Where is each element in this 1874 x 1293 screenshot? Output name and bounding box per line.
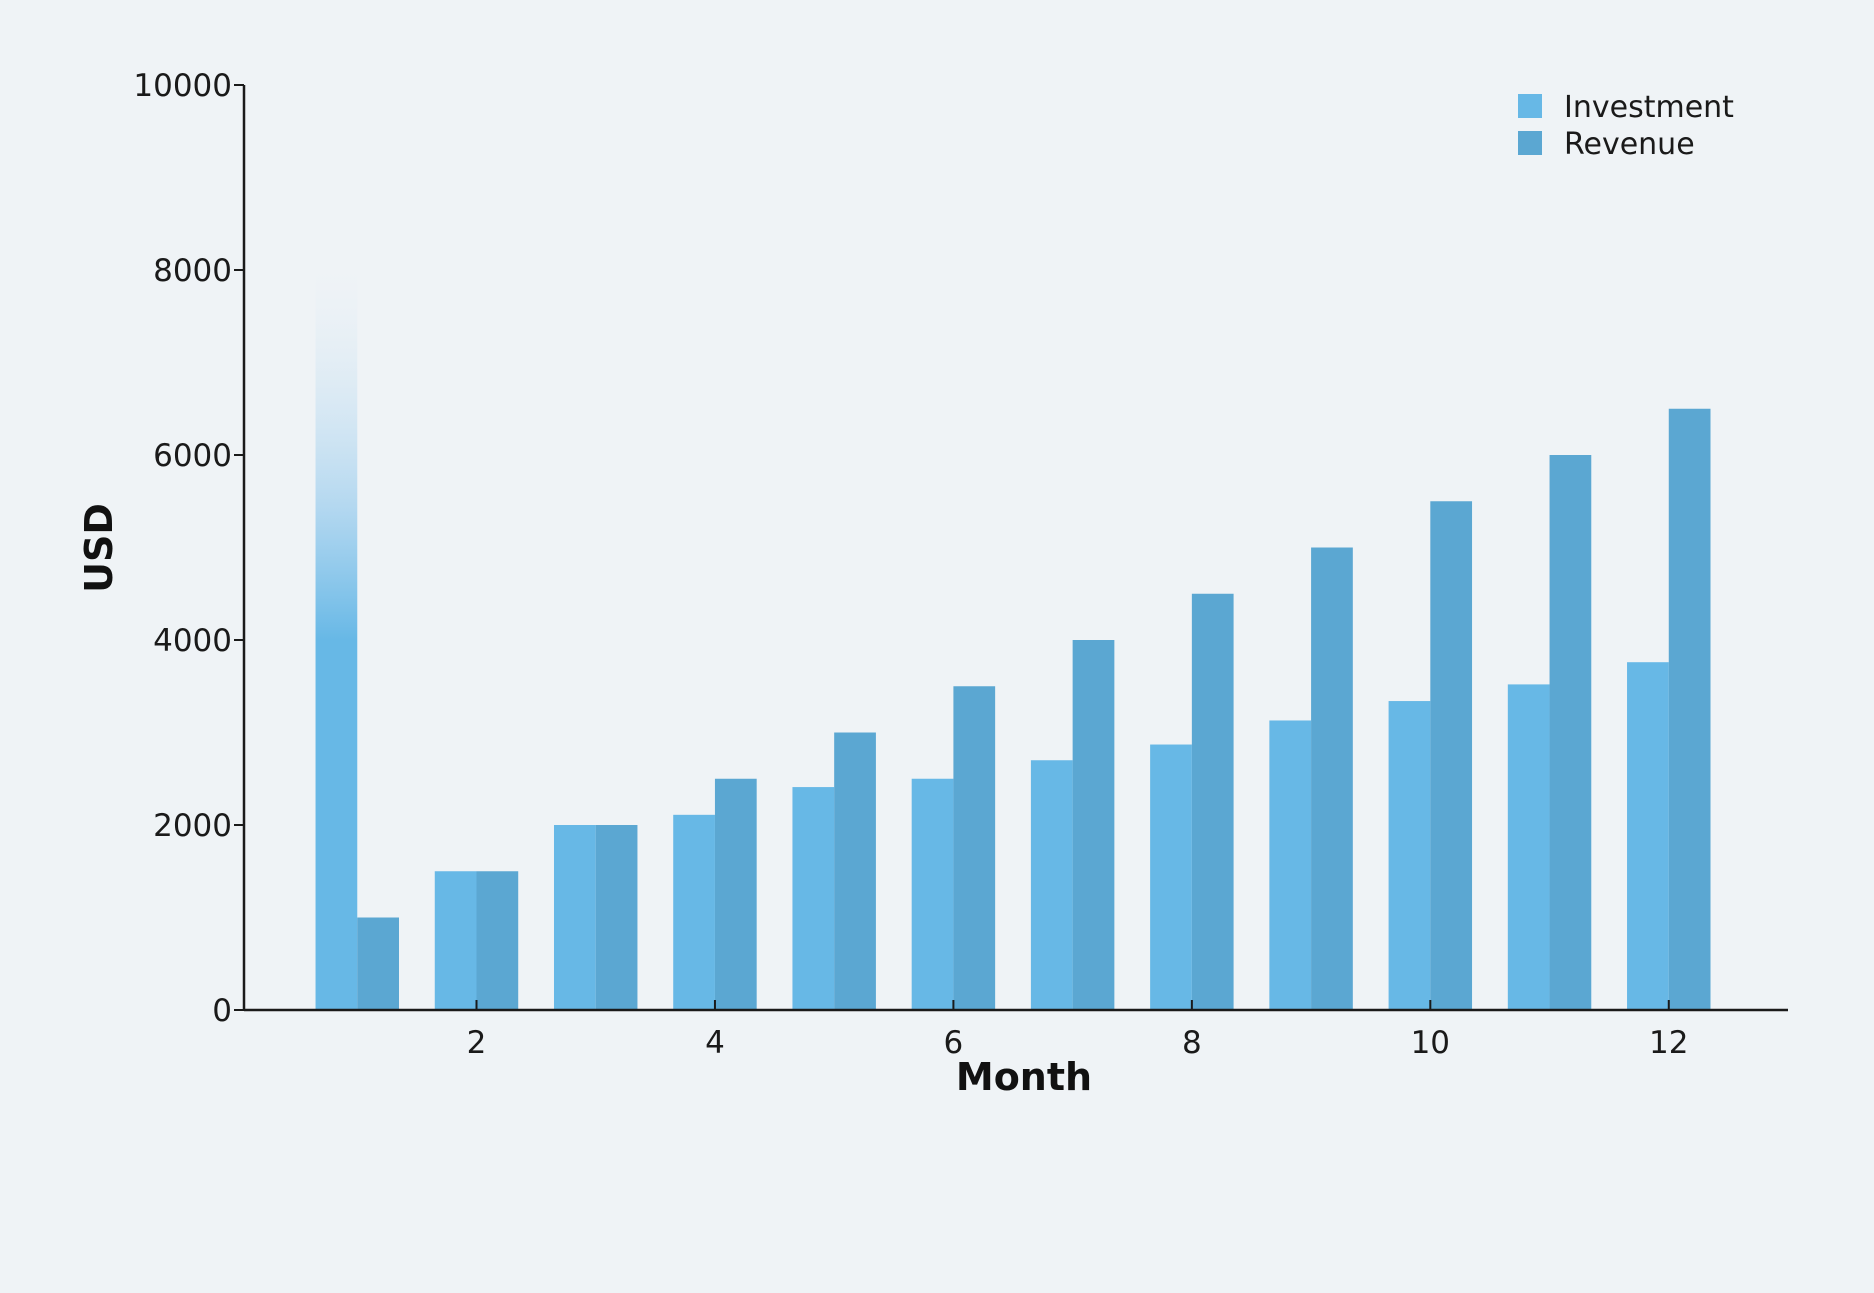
legend-swatch-investment xyxy=(1518,94,1542,118)
bar-investment-month-12 xyxy=(1627,662,1669,1010)
bar-investment-month-10 xyxy=(1388,701,1431,1010)
bar-revenue-month-9 xyxy=(1311,547,1353,1010)
legend-label-investment: Investment xyxy=(1564,90,1734,125)
bar-investment-month-7 xyxy=(1030,760,1073,1010)
bar-revenue-month-3 xyxy=(595,825,638,1010)
bars-layer xyxy=(315,270,1711,1010)
legend-label-revenue: Revenue xyxy=(1564,127,1695,162)
x-tick-label: 12 xyxy=(1649,1025,1688,1061)
bar-investment-month-3 xyxy=(553,825,596,1010)
bar-investment-month-11 xyxy=(1507,684,1550,1010)
bar-revenue-month-11 xyxy=(1549,455,1592,1010)
bar-revenue-month-6 xyxy=(953,686,996,1010)
bar-revenue-month-8 xyxy=(1191,593,1234,1010)
legend-swatch-revenue xyxy=(1518,131,1542,155)
y-tick-label: 6000 xyxy=(153,438,232,474)
bar-investment-month-4 xyxy=(673,814,715,1010)
bar-revenue-month-12 xyxy=(1668,408,1711,1010)
x-tick-label: 6 xyxy=(944,1025,964,1061)
bar-investment-month-1 xyxy=(315,270,358,1010)
legend: Investment Revenue xyxy=(1518,90,1734,162)
x-tick-label: 8 xyxy=(1182,1025,1202,1061)
bar-revenue-month-7 xyxy=(1072,640,1115,1010)
bar-investment-month-8 xyxy=(1150,744,1192,1010)
y-axis-title: USD xyxy=(77,503,121,593)
bar-revenue-month-10 xyxy=(1430,501,1473,1010)
x-tick-label: 2 xyxy=(467,1025,487,1061)
y-tick-label: 0 xyxy=(212,993,232,1029)
y-tick-label: 8000 xyxy=(153,253,232,289)
x-axis-title: Month xyxy=(956,1055,1092,1099)
y-tick-label: 2000 xyxy=(153,808,232,844)
bar-revenue-month-1 xyxy=(357,917,399,1010)
y-tick-label: 10000 xyxy=(133,68,232,104)
bar-investment-month-6 xyxy=(911,778,954,1010)
bar-revenue-month-4 xyxy=(714,778,757,1010)
axes-layer: 0 2000 4000 6000 8000 10000 2 4 6 8 10 12 xyxy=(133,68,1788,1061)
y-tick-label: 4000 xyxy=(153,623,232,659)
x-tick-label: 10 xyxy=(1411,1025,1450,1061)
bar-revenue-month-5 xyxy=(834,732,876,1010)
bar-investment-month-9 xyxy=(1269,720,1312,1010)
x-tick-label: 4 xyxy=(705,1025,725,1061)
bar-investment-month-5 xyxy=(792,787,835,1010)
bar-revenue-month-2 xyxy=(476,871,519,1010)
bar-investment-month-2 xyxy=(434,871,477,1010)
